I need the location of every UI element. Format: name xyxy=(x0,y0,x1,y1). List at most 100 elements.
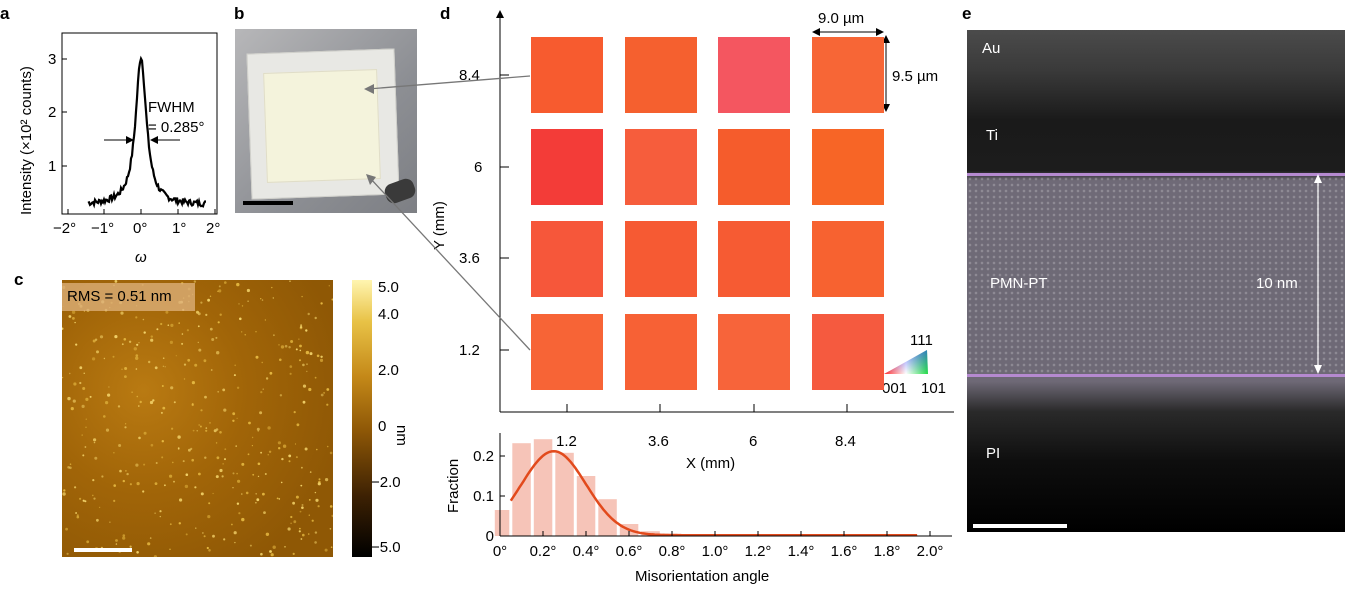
afm-particle xyxy=(182,460,185,463)
afm-particle xyxy=(257,462,261,466)
ebsd-tile xyxy=(812,129,884,205)
afm-particle xyxy=(170,386,174,390)
afm-particle xyxy=(235,445,237,447)
afm-particle xyxy=(246,288,250,293)
afm-particle xyxy=(172,461,174,464)
afm-particle xyxy=(173,401,176,404)
afm-particle xyxy=(244,334,246,336)
afm-particle xyxy=(200,409,203,412)
afm-particle xyxy=(289,372,292,375)
afm-particle xyxy=(191,403,194,406)
afm-particle xyxy=(247,453,250,456)
panel-a-xtick: 1° xyxy=(172,220,186,237)
afm-particle xyxy=(237,479,241,483)
afm-particle xyxy=(185,473,189,476)
afm-particle xyxy=(241,305,244,307)
afm-particle xyxy=(209,422,211,424)
afm-particle xyxy=(103,415,106,418)
afm-particle xyxy=(122,479,125,483)
afm-particle xyxy=(278,498,281,500)
xrd-rocking-curve: 1 2 3 −2° −1° 0° 1° 2° ω Intensity (×10²… xyxy=(18,32,220,266)
afm-particle xyxy=(149,400,154,405)
panel-a-xtick: 0° xyxy=(133,220,147,237)
afm-particle xyxy=(191,381,195,385)
afm-particle xyxy=(205,427,208,429)
afm-particle xyxy=(147,542,151,546)
photo-film xyxy=(263,69,381,183)
afm-particle xyxy=(301,506,304,509)
afm-particle xyxy=(150,338,154,342)
afm-particle xyxy=(169,548,171,550)
afm-particle xyxy=(304,447,308,451)
ebsd-tile xyxy=(718,221,790,297)
afm-particle xyxy=(135,463,139,467)
afm-particle xyxy=(79,366,83,370)
colorbar-tick: −2.0 xyxy=(371,474,401,491)
tem-lattice xyxy=(967,176,1345,376)
afm-particle xyxy=(115,543,118,545)
afm-particle xyxy=(309,471,312,473)
afm-particle xyxy=(280,481,283,484)
afm-particle xyxy=(200,492,204,496)
afm-particle xyxy=(113,499,116,502)
afm-particle xyxy=(257,475,260,478)
histogram-bar xyxy=(533,439,553,536)
afm-particle xyxy=(314,316,317,320)
afm-particle xyxy=(302,533,305,537)
afm-particle xyxy=(117,405,121,408)
histogram-xtick: 0.4° xyxy=(573,543,600,560)
afm-particle xyxy=(299,510,302,513)
afm-particle xyxy=(129,545,132,548)
afm-particle xyxy=(120,311,124,315)
map-ylabel: Y (mm) xyxy=(431,201,448,250)
afm-particle xyxy=(236,282,240,287)
afm-particle xyxy=(308,387,312,392)
afm-particle xyxy=(308,514,310,516)
afm-particle xyxy=(164,366,166,368)
afm-particle xyxy=(71,310,76,314)
afm-particle xyxy=(221,475,224,478)
afm-particle xyxy=(257,430,259,432)
afm-particle xyxy=(236,472,238,475)
afm-particle xyxy=(138,405,140,407)
afm-particle xyxy=(190,447,193,450)
afm-particle xyxy=(195,527,197,529)
afm-particle xyxy=(316,448,318,451)
afm-topography-image xyxy=(62,280,333,557)
afm-particle xyxy=(82,454,85,457)
afm-particle xyxy=(314,491,317,494)
afm-particle xyxy=(148,360,151,364)
afm-particle xyxy=(187,358,191,362)
afm-particle xyxy=(92,339,96,343)
afm-particle xyxy=(197,325,200,328)
afm-particle xyxy=(263,511,266,514)
afm-particle xyxy=(265,377,269,380)
tile-height-label: 9.5 µm xyxy=(892,68,938,85)
afm-particle xyxy=(299,359,301,362)
afm-particle xyxy=(316,354,320,358)
panel-a-xlabel: ω xyxy=(135,249,147,266)
afm-particle xyxy=(86,540,90,544)
afm-particle xyxy=(238,512,241,515)
afm-particle xyxy=(150,335,153,338)
afm-particle xyxy=(324,548,328,552)
afm-particle xyxy=(298,530,301,533)
afm-particle xyxy=(284,344,288,348)
afm-particle xyxy=(328,285,330,287)
afm-particle xyxy=(314,531,318,534)
afm-particle xyxy=(205,429,208,432)
colorbar-tick: −5.0 xyxy=(371,539,401,556)
afm-particle xyxy=(256,427,260,431)
afm-particle xyxy=(67,396,71,401)
map-xtick: 1.2 xyxy=(556,433,577,450)
afm-particle xyxy=(82,499,85,502)
afm-particle xyxy=(92,494,94,497)
afm-particle xyxy=(101,475,104,478)
afm-particle xyxy=(159,515,161,518)
afm-particle xyxy=(105,428,110,432)
afm-particle xyxy=(154,366,158,370)
afm-particle xyxy=(293,520,297,524)
afm-particle xyxy=(84,446,87,448)
afm-particle xyxy=(209,295,212,297)
map-xlabel: X (mm) xyxy=(686,455,735,472)
